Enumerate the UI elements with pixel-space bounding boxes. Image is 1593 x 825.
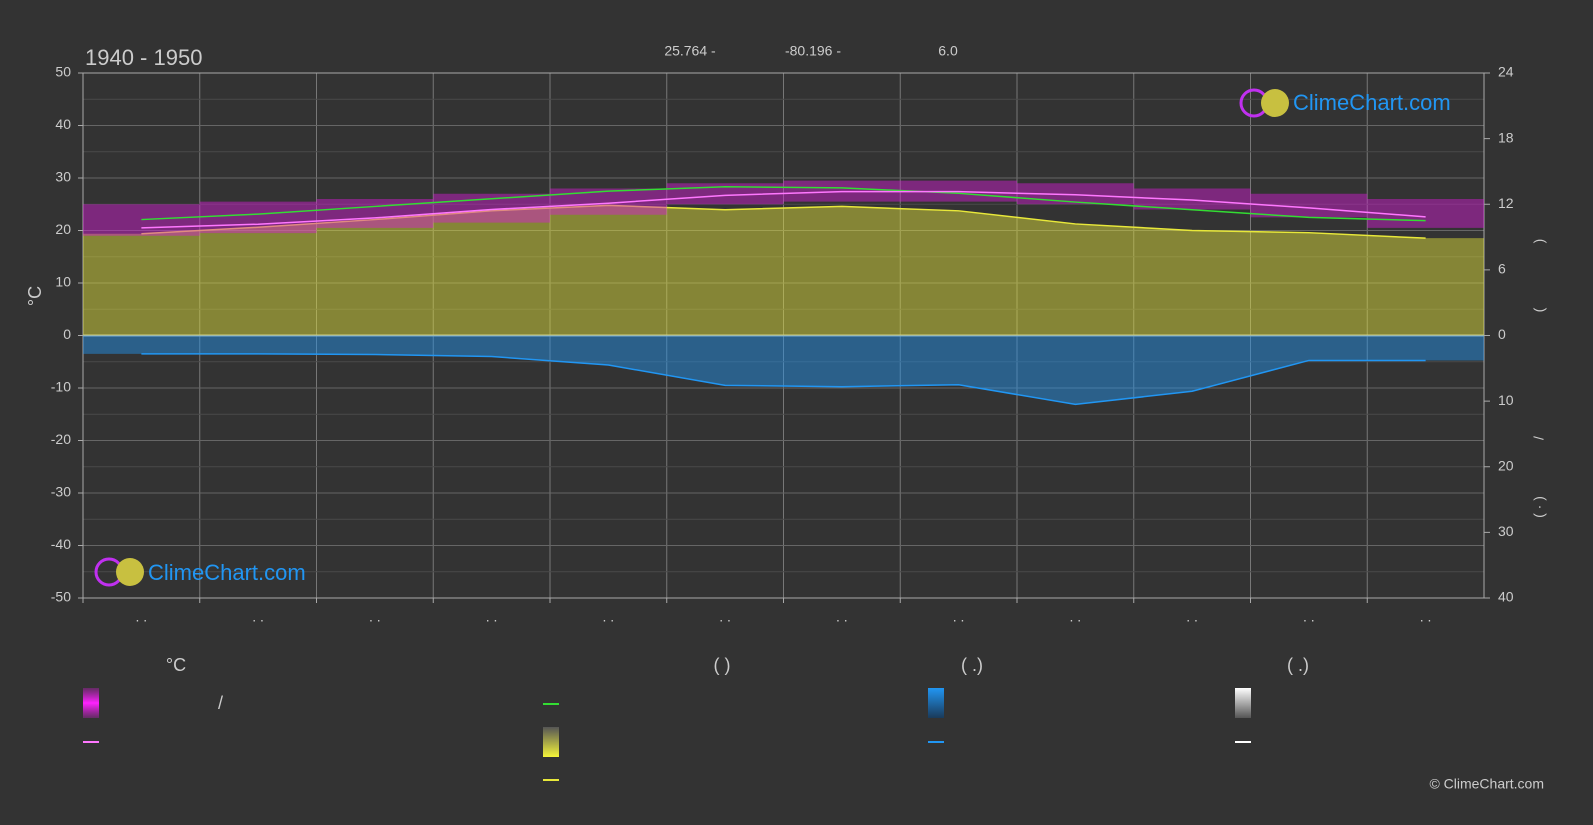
logo-top: ClimeChart.com xyxy=(1239,88,1451,118)
series-line xyxy=(141,204,1426,239)
y3-label-part: / xyxy=(1531,436,1547,440)
y-axis-label: °C xyxy=(25,286,45,306)
series-line xyxy=(141,185,1426,222)
x-tick-label: . . xyxy=(136,609,148,625)
legend-header: ( .) xyxy=(1287,655,1309,675)
y3-tick-label: 20 xyxy=(1498,457,1514,473)
logo-text: ClimeChart.com xyxy=(148,560,306,585)
temp-range xyxy=(83,204,200,236)
y2-tick-label: 0 xyxy=(1498,326,1506,342)
temp-range xyxy=(1250,193,1368,218)
temp-range xyxy=(199,201,317,234)
x-tick-label: . . xyxy=(603,609,615,625)
info-lon: -80.196 - xyxy=(785,43,841,59)
y-tick-label: -40 xyxy=(51,536,71,552)
plot: 50 40 30 20 10 0 -10 -20 -30 -40 -50 24 18 12 6 0 10 20 30… xyxy=(51,64,1514,625)
logo-sun xyxy=(1261,89,1289,117)
series-line xyxy=(141,353,1426,406)
legend-note: / xyxy=(218,693,223,713)
x-tick-label: . . xyxy=(1303,609,1315,625)
logo-sun xyxy=(116,558,144,586)
y-tick-label: 0 xyxy=(63,326,71,342)
y-tick-label: -30 xyxy=(51,484,71,500)
temp-range xyxy=(1133,188,1251,210)
logo-text: ClimeChart.com xyxy=(1293,90,1451,115)
copyright: © ClimeChart.com xyxy=(1429,776,1544,792)
y2-label-part: ) xyxy=(1531,239,1547,244)
legend-header: °C xyxy=(166,655,186,675)
legend-header: ( ) xyxy=(714,655,731,675)
y-tick-label: -20 xyxy=(51,431,71,447)
y3-tick-label: 10 xyxy=(1498,392,1514,408)
x-tick-label: . . xyxy=(836,609,848,625)
x-tick-label: . . xyxy=(953,609,965,625)
y-tick-label: -10 xyxy=(51,379,71,395)
y2-tick-label: 6 xyxy=(1498,261,1506,277)
y3-tick-label: 30 xyxy=(1498,523,1514,539)
y-tick-label: 20 xyxy=(55,221,71,237)
info-elev: 6.0 xyxy=(938,43,958,59)
y-tick-label: 50 xyxy=(55,64,71,80)
legend-swatch xyxy=(543,727,559,757)
chart-title: 1940 - 1950 xyxy=(85,45,202,70)
logo-bottom: ClimeChart.com xyxy=(94,557,306,587)
series-area xyxy=(83,205,1484,336)
y-tick-label: -50 xyxy=(51,589,71,605)
y3-tick-label: 40 xyxy=(1498,589,1514,605)
x-tick-label: . . xyxy=(719,609,731,625)
y-tick-label: 10 xyxy=(55,274,71,290)
legend-header: ( .) xyxy=(961,655,983,675)
y-tick-label: 30 xyxy=(55,169,71,185)
y2-label-part: ( xyxy=(1531,307,1547,312)
x-tick-label: . . xyxy=(1070,609,1082,625)
series-area xyxy=(83,335,1484,405)
y-tick-label: 40 xyxy=(55,116,71,132)
info-lat: 25.764 - xyxy=(664,43,716,59)
temp-range xyxy=(1017,183,1134,205)
legend-swatch xyxy=(83,688,99,718)
x-tick-label: . . xyxy=(1186,609,1198,625)
legend-swatch xyxy=(928,688,944,718)
x-tick-label: . . xyxy=(252,609,264,625)
y2-tick-label: 12 xyxy=(1498,195,1514,211)
x-tick-label: . . xyxy=(486,609,498,625)
y2-tick-label: 24 xyxy=(1498,64,1514,80)
x-tick-label: . . xyxy=(1420,609,1432,625)
y3-label-part: ( · ) xyxy=(1531,496,1547,518)
series-line xyxy=(141,190,1426,229)
y2-tick-label: 18 xyxy=(1498,129,1514,145)
legend-swatch xyxy=(1235,688,1251,718)
temp-range xyxy=(550,188,667,215)
x-tick-label: . . xyxy=(369,609,381,625)
